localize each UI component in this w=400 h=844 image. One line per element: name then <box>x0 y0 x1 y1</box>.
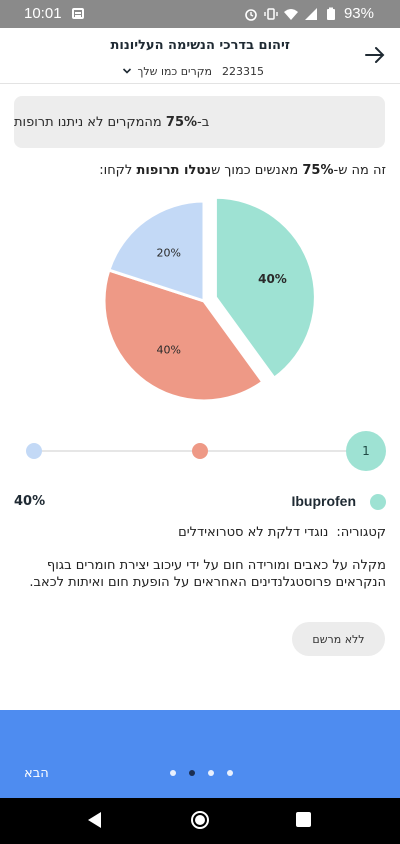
drug-category: קטגוריה: נוגדי דלקת לא סטרואידלים <box>178 525 386 540</box>
alarm-icon <box>245 8 257 21</box>
question-part3: לקחו: <box>99 163 137 178</box>
drug-row: 40% Ibuprofen <box>14 492 386 512</box>
drug-percent: 40% <box>14 494 46 509</box>
status-bar: 10:01 93% <box>0 0 400 28</box>
page-dot-3 <box>208 770 214 776</box>
pie-slice-1[interactable] <box>213 198 316 381</box>
chevron-down-icon[interactable] <box>122 66 132 76</box>
question-pct: 75% <box>302 163 334 178</box>
page-dot-1 <box>170 770 176 776</box>
status-time: 10:01 <box>24 5 62 22</box>
cases-count: 223315 <box>222 65 264 78</box>
wifi-icon <box>283 8 298 20</box>
signal-icon <box>304 7 317 20</box>
system-nav-bar <box>0 798 400 844</box>
cases-dropdown[interactable]: 223315 מקרים כמו שלך <box>138 65 264 78</box>
no-medication-banner: ב- 75% מהמקרים לא ניתנו תרופות <box>14 96 385 148</box>
banner-prefix: ב- <box>197 114 210 130</box>
pie-slice-label-1: 40% <box>258 272 287 286</box>
status-icons: 93% <box>244 5 374 22</box>
pie-slice-label-3: 20% <box>157 246 181 259</box>
question-part1: זה מה ש- <box>333 163 386 178</box>
nav-back-icon[interactable] <box>88 812 101 828</box>
back-arrow-icon[interactable] <box>364 44 386 66</box>
page-indicator <box>170 770 233 776</box>
vibrate-icon <box>264 7 278 20</box>
page-dot-2 <box>189 770 195 776</box>
selector-dot-2[interactable] <box>192 443 208 459</box>
page-dot-4 <box>227 770 233 776</box>
selector-dot-active[interactable]: 1 <box>346 431 386 471</box>
message-icon <box>72 8 84 19</box>
banner-text: מהמקרים לא ניתנו תרופות <box>14 114 162 130</box>
drug-description: מקלה על כאבים ומורידה חום על ידי עיכוב י… <box>29 558 386 590</box>
nav-recents-icon[interactable] <box>296 812 311 827</box>
category-label: קטגוריה: <box>336 525 386 540</box>
drug-name: Ibuprofen <box>291 493 356 509</box>
pie-slice-3[interactable] <box>107 199 206 304</box>
pie-slice-label-2: 40% <box>157 344 181 357</box>
header: זיהום בדרכי הנשימה העליונות 223315 מקרים… <box>0 28 400 84</box>
battery-icon <box>326 7 335 20</box>
question-text: זה מה ש-75% מאנשים כמוך שנטלו תרופות לקח… <box>14 163 386 178</box>
banner-pct: 75% <box>165 114 198 130</box>
nav-home-icon[interactable] <box>191 811 209 829</box>
page-title: זיהום בדרכי הנשימה העליונות <box>110 38 290 53</box>
cases-label: מקרים כמו שלך <box>137 65 212 78</box>
no-prescription-button[interactable]: ללא מרשם <box>292 622 385 656</box>
next-button[interactable]: הבא <box>24 766 49 781</box>
category-value: נוגדי דלקת לא סטרואידלים <box>178 525 329 540</box>
question-bold: נטלו תרופות <box>136 163 212 178</box>
medication-pie-chart[interactable]: 40% 40% 20% <box>96 198 316 410</box>
footer-bar: הבא <box>0 710 400 798</box>
battery-percent: 93% <box>343 5 374 22</box>
question-part2: מאנשים כמוך ש <box>211 163 303 178</box>
drug-color-dot <box>370 494 386 510</box>
selector-dot-1[interactable] <box>26 443 42 459</box>
selector-active-label: 1 <box>362 444 370 458</box>
pie-slice-2[interactable] <box>102 268 265 403</box>
